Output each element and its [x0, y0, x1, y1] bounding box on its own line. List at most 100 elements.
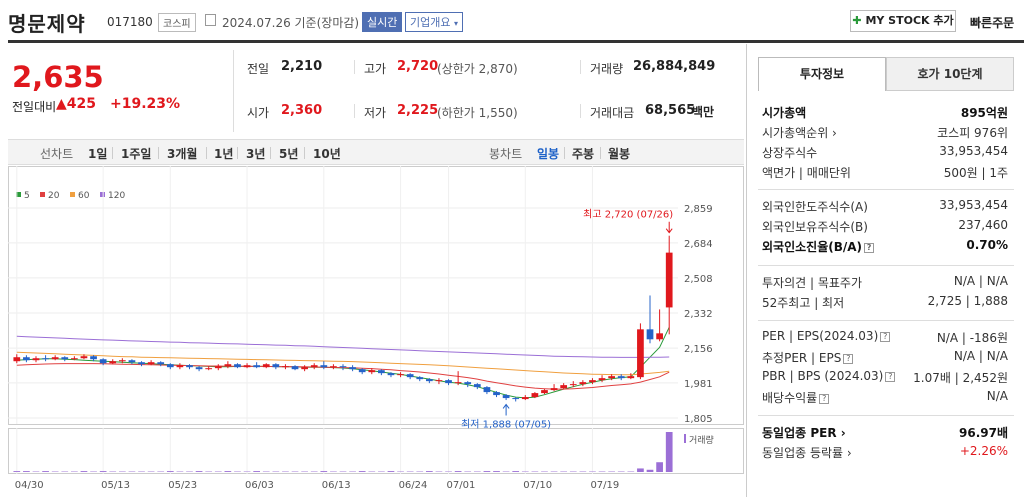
volume-legend-swatch — [684, 434, 686, 443]
help-icon[interactable]: ? — [819, 393, 830, 404]
invest-row-value: 코스피 976위 — [937, 126, 1008, 140]
help-icon[interactable]: ? — [864, 242, 875, 253]
legend-label: 60 — [78, 191, 90, 201]
ma-line-60 — [16, 351, 670, 376]
tab-hoga-10[interactable]: 호가 10단계 — [886, 57, 1014, 91]
trade-amount-unit: 백만 — [692, 105, 715, 119]
candle-body — [90, 356, 97, 360]
candle-monthly[interactable]: 월봉 — [608, 147, 631, 161]
volume-bar — [454, 471, 462, 472]
candle-daily[interactable]: 일봉 — [537, 147, 560, 161]
trade-amount-label: 거래대금 — [590, 106, 635, 120]
candle-weekly[interactable]: 주봉 — [572, 147, 595, 161]
candle-body — [234, 364, 241, 368]
candle-body — [243, 365, 251, 368]
invest-row: 시가총액 895억원 — [762, 104, 1008, 122]
prev-close-label: 전일 — [247, 62, 270, 76]
low-annotation: 최저 1,888 (07/05) — [461, 418, 551, 430]
volume-value: 26,884,849 — [633, 59, 716, 74]
x-tick-label: 05/13 — [101, 480, 130, 491]
volume-bar — [387, 471, 395, 472]
candle-chart-label: 봉차트 — [489, 147, 523, 161]
candle-body — [330, 366, 337, 368]
x-tick-label: 06/24 — [399, 480, 428, 491]
section-divider — [758, 189, 1014, 190]
period-5y[interactable]: 5년 — [279, 147, 299, 161]
add-mystock-button[interactable]: ✚ MY STOCK 추가 — [850, 10, 956, 32]
volume-bar — [99, 471, 107, 472]
open-value: 2,360 — [281, 103, 323, 118]
candle-body — [282, 366, 289, 368]
upper-limit: (상한가 2,870) — [437, 62, 518, 76]
invest-row: 52주최고 | 최저 2,725 | 1,888 — [762, 294, 1008, 312]
stock-name: 명문제약 — [8, 12, 86, 36]
candle-body — [118, 360, 126, 362]
invest-row: 배당수익률? N/A — [762, 389, 1008, 407]
volume-bar — [483, 471, 491, 472]
invest-row-value: 500원 | 1주 — [943, 166, 1008, 180]
invest-row-label[interactable]: 시가총액순위 › — [762, 126, 837, 140]
trade-amount-value: 68,565 — [645, 103, 696, 118]
period-10y[interactable]: 10년 — [313, 147, 341, 161]
invest-row: 외국인한도주식수(A) 33,953,454 — [762, 198, 1008, 216]
stock-code: 017180 — [107, 15, 153, 29]
help-icon[interactable]: ? — [843, 353, 854, 364]
invest-row-label[interactable]: 동일업종 등락률 › — [762, 446, 852, 460]
company-overview-label: 기업개요 — [410, 16, 451, 29]
divider — [354, 104, 355, 118]
candle-body — [656, 333, 663, 340]
candle-body — [378, 370, 385, 374]
invest-row: PBR | BPS (2024.03)? 1.07배 | 2,452원 — [762, 369, 1008, 387]
invest-row-label: 52주최고 | 최저 — [762, 296, 845, 310]
invest-row: 투자의견 | 목표주가 N/A | N/A — [762, 274, 1008, 292]
help-icon[interactable]: ? — [885, 371, 896, 382]
period-3m[interactable]: 3개월 — [167, 147, 198, 161]
candle-body — [291, 366, 299, 370]
invest-row-value: N/A — [986, 389, 1008, 403]
divider — [580, 60, 581, 74]
candle-body — [99, 359, 107, 364]
tab-invest-info[interactable]: 투자정보 — [758, 57, 886, 91]
candle-body — [397, 374, 404, 376]
candle-body — [71, 358, 78, 360]
invest-row: 동일업종 PER › 96.97배 — [762, 424, 1008, 442]
invest-row-label: PER | EPS(2024.03)? — [762, 329, 891, 343]
lower-limit: (하한가 1,550) — [437, 106, 518, 120]
legend-swatch — [100, 192, 105, 197]
invest-row-value: N/A | N/A — [953, 349, 1008, 363]
candle-body — [627, 376, 635, 379]
y-tick-label: 2,684 — [684, 239, 713, 250]
calendar-icon — [205, 14, 216, 26]
chart-period-bar: 선차트 1일 1주일 3개월 1년 3년 5년 10년 봉차트 일봉 주봉 월봉 — [8, 139, 744, 165]
period-3y[interactable]: 3년 — [246, 147, 266, 161]
quick-order-button[interactable]: 빠른주문 — [970, 16, 1015, 30]
volume-bar — [646, 469, 654, 472]
candle-body — [598, 378, 606, 381]
section-divider — [758, 265, 1014, 266]
period-1y[interactable]: 1년 — [214, 147, 234, 161]
period-1w[interactable]: 1주일 — [121, 147, 152, 161]
chevron-down-icon: ▾ — [453, 19, 458, 28]
candle-body — [483, 387, 491, 393]
invest-row-label[interactable]: 동일업종 PER › — [762, 426, 846, 440]
price-chart[interactable]: 5 20 60 120 2,859 2,684 2,508 2,332 2,156 1,981 1,… — [8, 166, 744, 497]
volume-bar — [224, 471, 232, 472]
period-1d[interactable]: 1일 — [88, 147, 108, 161]
candle-body — [61, 357, 69, 360]
candle-body — [502, 395, 510, 399]
candle-body — [224, 364, 232, 367]
help-icon[interactable]: ? — [880, 331, 891, 342]
legend-label: 120 — [108, 191, 125, 201]
realtime-button[interactable]: 실시간 — [362, 12, 403, 32]
candle-body — [550, 388, 558, 391]
high-annotation: 최고 2,720 (07/26) — [583, 209, 673, 221]
change-label: 전일대비 — [12, 100, 57, 114]
candle-body — [109, 361, 117, 364]
high-label: 고가 — [364, 62, 387, 76]
invest-row: 동일업종 등락률 › +2.26% — [762, 444, 1008, 462]
company-overview-button[interactable]: 기업개요 ▾ — [405, 12, 463, 32]
invest-row-label: 상장주식수 — [762, 146, 818, 160]
invest-row: 외국인소진율(B/A)? 0.70% — [762, 238, 1008, 256]
high-arrow-icon — [665, 221, 673, 234]
legend-label: 5 — [24, 191, 30, 201]
